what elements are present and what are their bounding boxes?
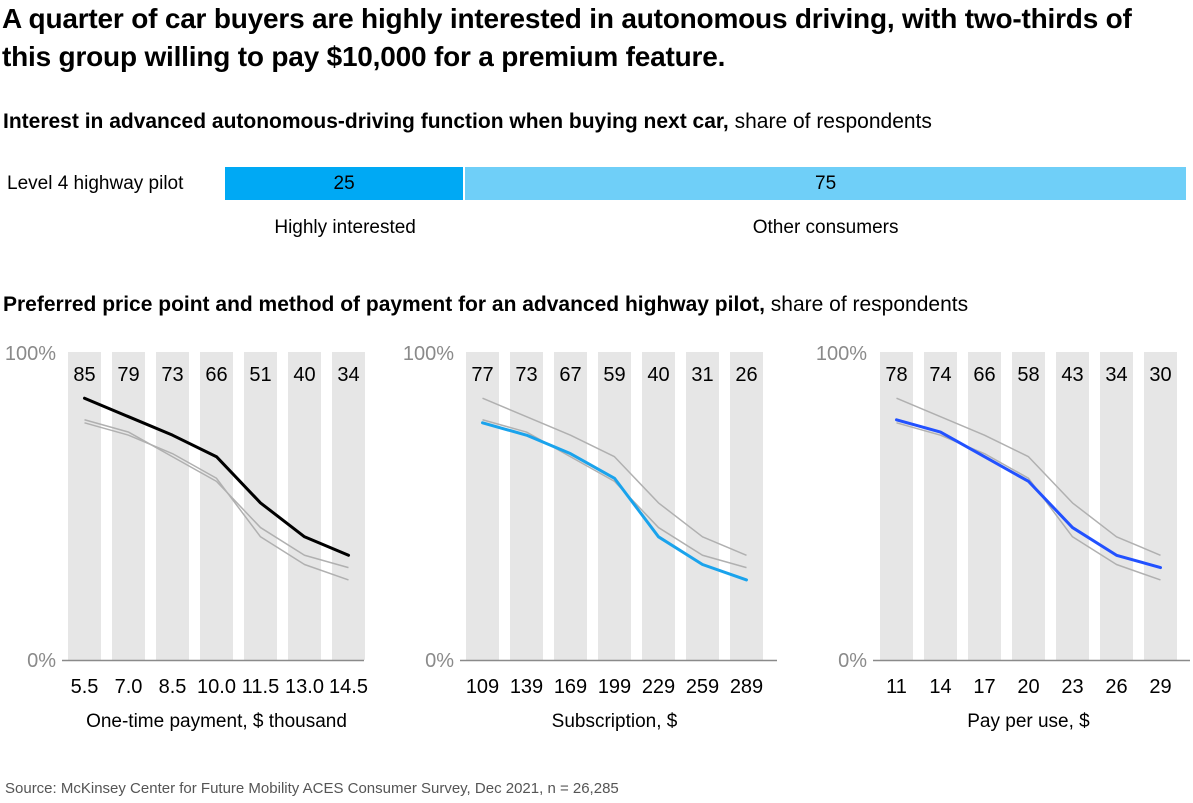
column-band xyxy=(968,352,1001,660)
series-line-subscription xyxy=(896,422,1161,581)
row-label: Level 4 highway pilot xyxy=(7,173,184,194)
y-tick-label-100: 100% xyxy=(403,343,454,365)
y-tick-label-100: 100% xyxy=(5,343,56,365)
column-band xyxy=(288,352,321,660)
bar-value-highly-interested: 25 xyxy=(333,172,355,194)
column-band xyxy=(1144,352,1177,660)
data-label: 40 xyxy=(293,364,315,386)
data-label: 73 xyxy=(161,364,183,386)
data-label: 34 xyxy=(1105,364,1127,386)
x-axis-title: Subscription, $ xyxy=(552,711,678,732)
column-band xyxy=(200,352,233,660)
highlight-line-pay-per-use xyxy=(895,418,1162,570)
x-tick-label: 109 xyxy=(466,676,499,698)
section2-heading: Preferred price point and method of paym… xyxy=(3,292,968,318)
x-tick-label: 23 xyxy=(1061,676,1083,698)
y-tick-label-0: 0% xyxy=(425,650,454,672)
column-band xyxy=(1012,352,1045,660)
x-tick-label: 13.0 xyxy=(285,676,324,698)
column-band xyxy=(244,352,277,660)
series-line-one-time-payment xyxy=(482,397,747,556)
series-line-pay-per-use xyxy=(84,419,349,569)
data-label: 26 xyxy=(735,364,757,386)
column-band xyxy=(112,352,145,660)
x-tick-label: 229 xyxy=(642,676,675,698)
section1-heading: Interest in advanced autonomous-driving … xyxy=(3,109,932,135)
data-label: 40 xyxy=(647,364,669,386)
bar-value-other-consumers: 75 xyxy=(815,172,837,194)
bar-segment-other-consumers: 75 xyxy=(465,167,1186,200)
column-band xyxy=(730,352,763,660)
segment-label-other-consumers: Other consumers xyxy=(752,217,899,238)
x-tick-label: 5.5 xyxy=(71,676,99,698)
data-label: 73 xyxy=(515,364,537,386)
chart-title: A quarter of car buyers are highly inter… xyxy=(2,3,1132,72)
data-label: 66 xyxy=(973,364,995,386)
y-tick-label-0: 0% xyxy=(838,650,867,672)
section2-heading-bold: Preferred price point and method of paym… xyxy=(3,293,765,316)
x-axis-title: Pay per use, $ xyxy=(967,711,1090,732)
data-label: 34 xyxy=(337,364,359,386)
highlight-line-subscription xyxy=(481,421,748,582)
data-label: 30 xyxy=(1149,364,1171,386)
column-band xyxy=(642,352,675,660)
data-label: 51 xyxy=(249,364,271,386)
bar-segment-highly-interested: 25 xyxy=(225,167,466,200)
x-tick-label: 11 xyxy=(886,676,907,698)
series-line-pay-per-use xyxy=(482,419,747,569)
column-band xyxy=(1056,352,1089,660)
data-label: 43 xyxy=(1061,364,1083,386)
section2-heading-light: share of respondents xyxy=(764,293,969,316)
x-tick-label: 10.0 xyxy=(197,676,236,698)
x-tick-label: 289 xyxy=(730,676,763,698)
x-tick-label: 169 xyxy=(554,676,587,698)
x-tick-label: 7.0 xyxy=(115,676,143,698)
data-label: 59 xyxy=(603,364,625,386)
stacked-bar: 25 75 xyxy=(225,167,1186,200)
column-band xyxy=(554,352,587,660)
x-tick-label: 139 xyxy=(510,676,543,698)
x-tick-label: 14 xyxy=(929,676,951,698)
data-label: 79 xyxy=(117,364,139,386)
data-label: 85 xyxy=(73,364,95,386)
data-label: 77 xyxy=(471,364,493,386)
x-tick-label: 8.5 xyxy=(159,676,187,698)
column-band xyxy=(156,352,189,660)
data-label: 78 xyxy=(885,364,907,386)
x-tick-label: 11.5 xyxy=(242,676,279,698)
column-band xyxy=(686,352,719,660)
x-tick-label: 20 xyxy=(1017,676,1039,698)
section1-heading-light: share of respondents xyxy=(728,110,932,133)
x-tick-label: 199 xyxy=(598,676,631,698)
x-tick-label: 26 xyxy=(1105,676,1127,698)
column-band xyxy=(598,352,631,660)
highlight-line-one-time-payment xyxy=(83,396,350,557)
x-tick-label: 17 xyxy=(973,676,995,698)
column-band xyxy=(924,352,957,660)
series-line-one-time-payment xyxy=(896,397,1161,556)
column-band xyxy=(510,352,543,660)
column-band xyxy=(1100,352,1133,660)
segment-label-highly-interested: Highly interested xyxy=(274,217,416,238)
x-axis-title: One-time payment, $ thousand xyxy=(86,711,347,732)
data-label: 31 xyxy=(691,364,713,386)
y-tick-label-100: 100% xyxy=(816,343,867,365)
x-tick-label: 29 xyxy=(1149,676,1171,698)
series-line-subscription xyxy=(84,422,349,581)
data-label: 67 xyxy=(559,364,581,386)
column-band xyxy=(332,352,365,660)
source-note: Source: McKinsey Center for Future Mobil… xyxy=(5,780,619,797)
section1-heading-bold: Interest in advanced autonomous-driving … xyxy=(3,110,729,133)
y-tick-label-0: 0% xyxy=(27,650,56,672)
data-label: 66 xyxy=(205,364,227,386)
data-label: 58 xyxy=(1017,364,1039,386)
data-label: 74 xyxy=(929,364,951,386)
x-tick-label: 259 xyxy=(686,676,719,698)
x-tick-label: 14.5 xyxy=(329,676,368,698)
